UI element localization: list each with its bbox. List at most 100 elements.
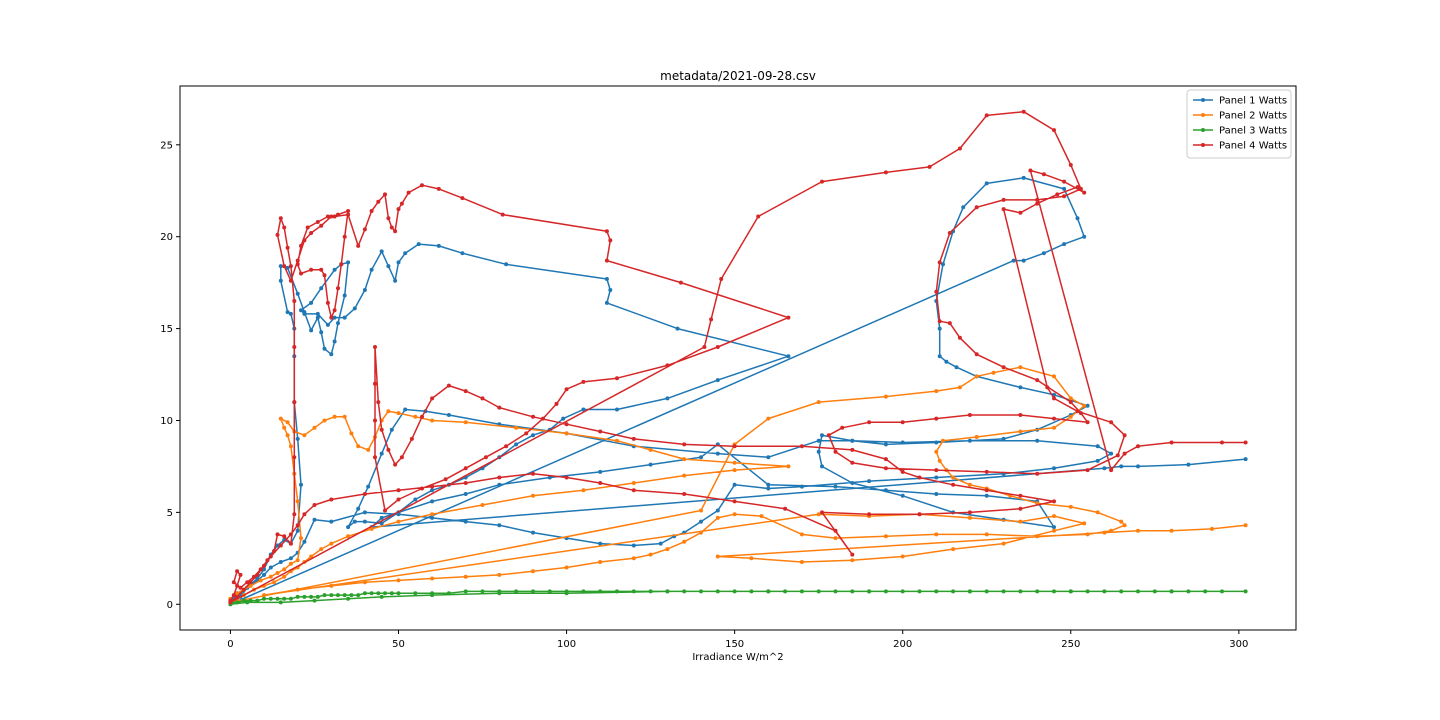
data-point (463, 492, 468, 496)
data-point (362, 519, 367, 524)
data-point (699, 455, 703, 460)
data-point (709, 317, 714, 322)
data-point (268, 554, 273, 559)
data-point (396, 488, 401, 493)
data-point (406, 190, 411, 195)
data-point (604, 258, 609, 263)
data-point (974, 352, 979, 357)
data-point (295, 528, 300, 533)
data-point (702, 345, 707, 349)
series-4 (228, 109, 1248, 605)
data-point (329, 593, 334, 598)
data-point (682, 589, 687, 594)
data-point (349, 431, 354, 436)
data-point (665, 589, 670, 594)
data-point (1119, 519, 1124, 524)
data-point (282, 596, 287, 601)
data-point (238, 585, 243, 590)
data-point (951, 547, 956, 552)
data-point (346, 596, 351, 601)
data-point (1052, 374, 1056, 379)
data-point (342, 593, 347, 598)
data-point (581, 407, 586, 412)
data-point (531, 530, 535, 535)
data-point (292, 299, 297, 303)
data-point (917, 475, 922, 480)
data-point (379, 515, 384, 520)
data-point (446, 591, 451, 596)
data-point (615, 376, 619, 381)
data-point (285, 245, 290, 250)
data-point (285, 433, 290, 438)
data-point (352, 306, 357, 311)
data-point (1018, 385, 1023, 390)
data-point (954, 365, 959, 370)
data-point (288, 596, 293, 601)
data-point (715, 451, 720, 456)
data-point (228, 600, 233, 605)
data-point (285, 265, 290, 270)
data-point (665, 547, 670, 552)
data-point (336, 321, 340, 326)
data-point (917, 589, 922, 594)
data-point (951, 589, 956, 594)
data-point (967, 510, 972, 515)
data-point (309, 300, 314, 305)
data-point (480, 396, 485, 401)
data-point (319, 330, 324, 335)
data-point (608, 288, 613, 292)
data-point (497, 591, 502, 596)
data-point (1102, 466, 1107, 471)
data-point (430, 488, 435, 493)
data-point (1102, 530, 1107, 535)
data-point (1085, 420, 1090, 425)
data-point (944, 359, 949, 364)
data-point (967, 438, 972, 443)
data-point (598, 429, 603, 434)
data-point (867, 589, 872, 594)
data-point (598, 541, 603, 546)
data-point (255, 572, 260, 577)
data-point (1021, 175, 1026, 180)
data-point (299, 536, 303, 541)
data-point (332, 339, 337, 344)
data-point (840, 425, 845, 430)
data-point (1169, 589, 1174, 594)
data-point (346, 260, 351, 265)
data-point (241, 598, 246, 603)
data-point (1186, 589, 1191, 594)
data-point (386, 264, 391, 269)
data-point (329, 583, 334, 588)
data-point (967, 589, 972, 594)
data-point (783, 589, 788, 594)
data-point (1082, 521, 1087, 526)
data-point (1109, 528, 1114, 533)
data-point (342, 234, 347, 239)
data-point (820, 179, 824, 184)
data-point (231, 580, 236, 585)
data-point (288, 264, 293, 269)
data-point (1085, 403, 1090, 408)
data-point (315, 315, 320, 320)
data-point (883, 466, 888, 471)
data-point (336, 593, 340, 598)
data-point (514, 425, 519, 430)
data-point (1068, 396, 1073, 401)
data-point (937, 260, 942, 265)
data-point (833, 484, 838, 489)
data-point (262, 593, 266, 598)
data-point (678, 280, 683, 285)
y-axis: 0 5 10 15 20 25 (160, 140, 180, 611)
data-point (1018, 413, 1023, 417)
data-point (675, 326, 680, 331)
data-point (292, 512, 297, 517)
data-point (309, 554, 314, 559)
data-point (446, 383, 451, 388)
data-point (1136, 528, 1140, 533)
data-point (699, 589, 703, 594)
data-point (833, 528, 838, 533)
data-point (531, 569, 535, 574)
data-point (598, 560, 603, 564)
chart-title: metadata/2021-09-28.csv (660, 69, 816, 83)
data-point (1075, 216, 1080, 221)
